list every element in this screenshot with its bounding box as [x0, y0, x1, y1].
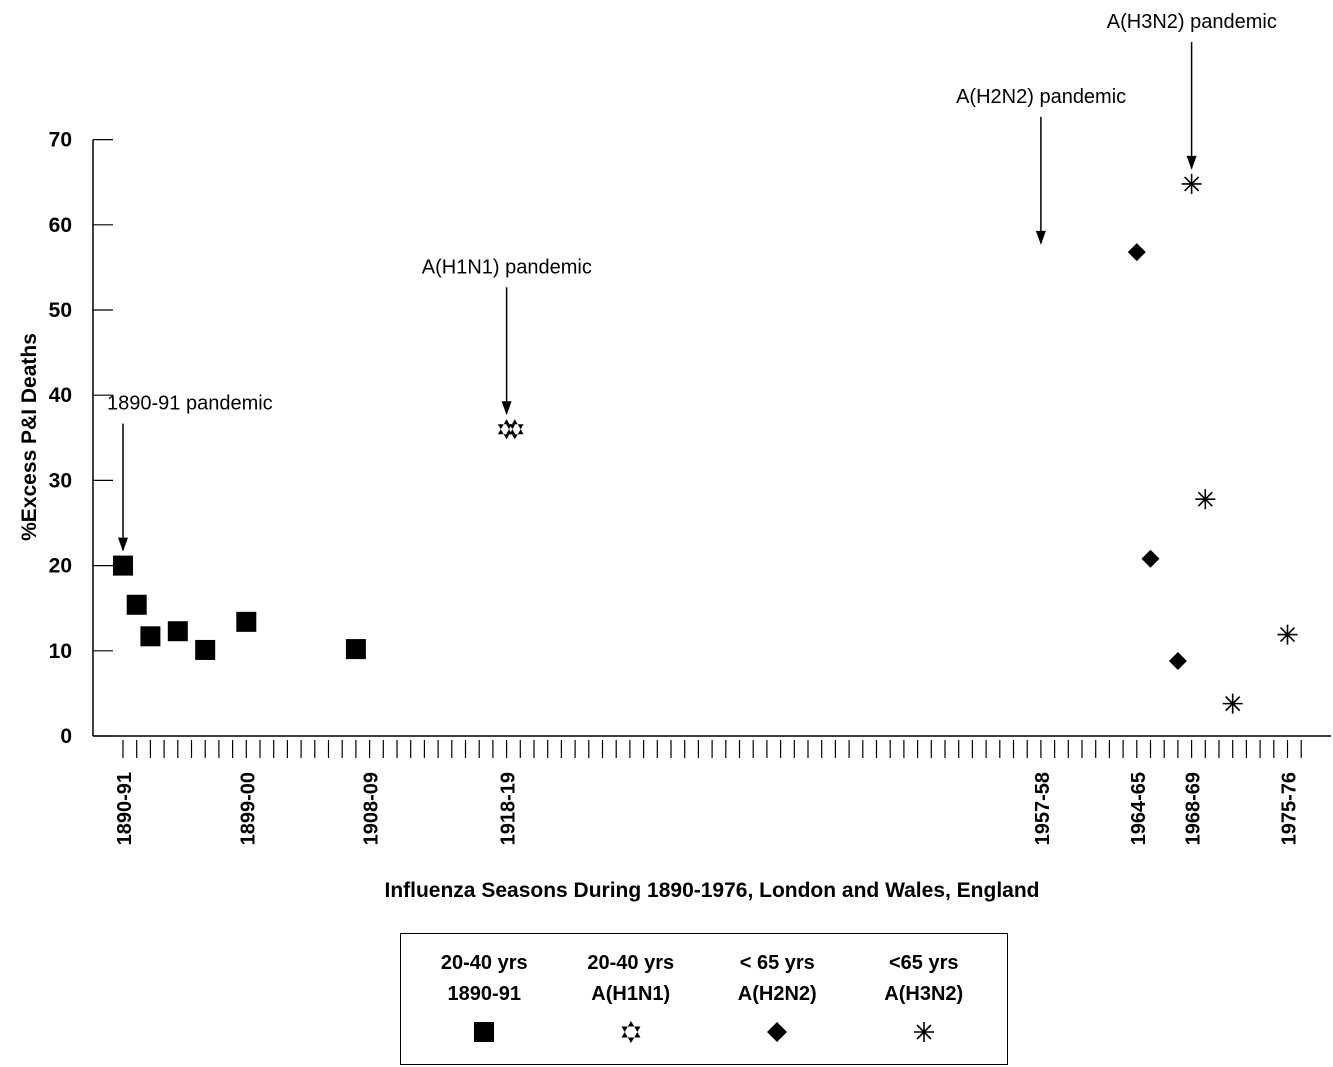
- data-point-asterisk: [1181, 173, 1202, 194]
- annotation-label: A(H3N2) pandemic: [1107, 11, 1277, 33]
- legend-item-square: 20-40 yrs 1890-91: [414, 948, 554, 1044]
- annotation-arrowhead: [1186, 155, 1197, 170]
- annotation-arrowhead: [501, 401, 512, 416]
- y-tick-label: 60: [49, 214, 72, 237]
- data-point-square: [236, 611, 257, 632]
- annotations: 1890-91 pandemic A(H1N1) pandemic A(H2N2) …: [107, 11, 1277, 552]
- data-point-star: [506, 419, 524, 440]
- y-tick-label: 50: [49, 299, 72, 322]
- data-point-square: [113, 555, 133, 576]
- data-point-diamond: [1127, 243, 1146, 262]
- x-tick-label: 1890-91: [114, 772, 136, 845]
- data-point-asterisk: [1195, 489, 1216, 510]
- x-axis-label: Influenza Seasons During 1890-1976, Lond…: [384, 879, 1039, 902]
- y-tick-label: 20: [49, 555, 72, 578]
- y-tick-label: 70: [49, 129, 72, 152]
- data-point-asterisk: [1222, 693, 1243, 714]
- data-point-star: [497, 419, 516, 440]
- data-point-diamond: [1168, 652, 1187, 671]
- x-tick-label: 1908-09: [361, 772, 383, 845]
- legend-item-diamond: < 65 yrs A(H2N2): [707, 948, 847, 1044]
- y-tick-label: 10: [49, 640, 72, 663]
- y-tick-label: 30: [49, 469, 72, 492]
- data-point-square: [126, 594, 147, 615]
- legend-item-asterisk: <65 yrs A(H3N2): [854, 948, 994, 1044]
- annotation-label: A(H1N1) pandemic: [422, 256, 592, 278]
- y-tick-label: 40: [49, 384, 72, 407]
- y-axis-label: %Excess P&I Deaths: [18, 333, 41, 541]
- legend-item-line2: 1890-91: [447, 983, 521, 1005]
- y-tick-label: 0: [60, 725, 72, 748]
- star-marker-icon: [561, 1020, 701, 1044]
- data-point-square: [140, 626, 161, 647]
- legend-item-line1: <65 yrs: [888, 952, 959, 974]
- annotation-label: 1890-91 pandemic: [107, 393, 273, 415]
- legend-item-line1: < 65 yrs: [739, 952, 815, 974]
- legend-item-star: 20-40 yrs A(H1N1): [561, 948, 701, 1044]
- annotation-arrowhead: [1035, 230, 1046, 245]
- data-point-square: [345, 639, 366, 660]
- x-tick-label: 1899-00: [237, 772, 259, 845]
- axes: 0 10 20 30 40 50 60 70 1890-91 1899-00 1908-09 1918…: [49, 129, 1331, 845]
- x-tick-label: 1957-58: [1032, 772, 1054, 845]
- square-marker-icon: [414, 1020, 554, 1044]
- legend: 20-40 yrs 1890-91 20-40 yrs A(H1N1) < 65…: [400, 933, 1008, 1065]
- legend-item-line1: 20-40 yrs: [587, 952, 675, 974]
- x-tick-label: 1968-69: [1183, 772, 1205, 845]
- x-tick-label: 1964-65: [1128, 772, 1150, 845]
- data-point-square: [195, 639, 216, 660]
- annotation-label: A(H2N2) pandemic: [956, 86, 1126, 108]
- data-point-square: [167, 621, 188, 642]
- legend-item-line2: A(H2N2): [737, 983, 817, 1005]
- legend-item-line2: A(H1N1): [591, 983, 671, 1005]
- x-tick-label: 1918-19: [498, 772, 520, 845]
- asterisk-marker-icon: [854, 1020, 994, 1044]
- legend-item-line2: A(H3N2): [884, 983, 964, 1005]
- diamond-marker-icon: [707, 1020, 847, 1044]
- legend-item-line1: 20-40 yrs: [440, 952, 528, 974]
- annotation-arrowhead: [118, 537, 128, 552]
- data-marks: [113, 173, 1298, 714]
- data-point-asterisk: [1277, 624, 1298, 645]
- x-tick-label: 1975-76: [1279, 772, 1301, 845]
- data-point-diamond: [1141, 549, 1160, 568]
